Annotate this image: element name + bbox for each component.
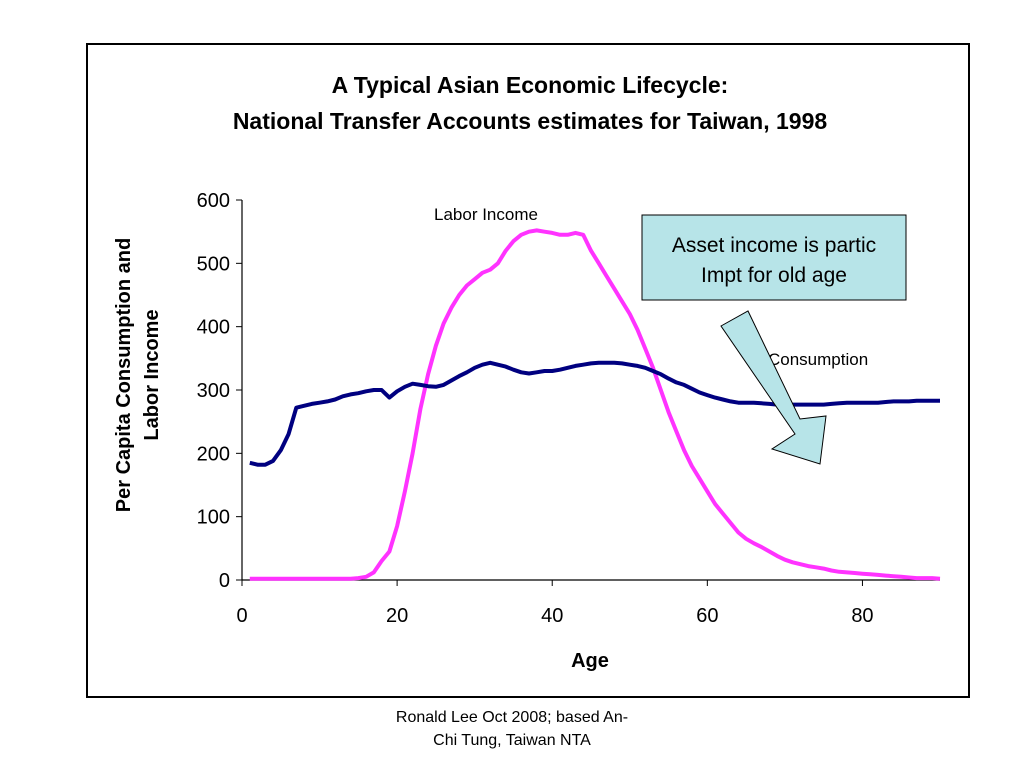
x-tick-label: 60 [696, 605, 718, 627]
x-tick-label: 80 [851, 605, 873, 627]
annotation-text-line-1: Asset income is partic [672, 234, 876, 257]
x-tick-label: 40 [541, 605, 563, 627]
chart-title-line-2: National Transfer Accounts estimates for… [232, 108, 828, 134]
y-axis-label-line-1: Per Capita Consumption and [113, 238, 135, 512]
slide-footer: Ronald Lee Oct 2008; based An- Chi Tung,… [362, 706, 662, 752]
chart-title-line-1: A Typical Asian Economic Lifecycle: [331, 72, 729, 98]
series-line-labor-income [249, 228, 941, 581]
x-tick-label: 0 [236, 605, 247, 627]
footer-line-1: Ronald Lee Oct 2008; based An- [395, 709, 629, 726]
chart-frame: A Typical Asian Economic Lifecycle: Nati… [86, 43, 970, 698]
y-tick-label: 500 [197, 253, 230, 275]
annotation-arrow [720, 310, 827, 465]
y-tick-label: 600 [197, 190, 230, 212]
annotation-box [641, 214, 907, 301]
series-label-consumption: Consumption [768, 350, 868, 369]
y-tick-label: 300 [197, 380, 230, 402]
series-line-consumption [249, 360, 940, 467]
y-tick-label: 100 [197, 507, 230, 529]
annotation-text-line-2: Impt for old age [701, 264, 847, 287]
x-axis-label: Age [571, 650, 609, 672]
series-label-labor-income: Labor Income [434, 205, 538, 224]
chart-title: A Typical Asian Economic Lifecycle: Nati… [88, 67, 972, 139]
y-tick-label: 400 [197, 317, 230, 339]
y-axis-label-line-2: Labor Income [141, 309, 163, 440]
y-tick-label: 200 [197, 443, 230, 465]
y-tick-label: 0 [219, 570, 230, 592]
chart-plot: Per Capita Consumption and Labor Income … [113, 190, 941, 672]
footer-line-2: Chi Tung, Taiwan NTA [433, 732, 591, 749]
x-tick-label: 20 [386, 605, 408, 627]
